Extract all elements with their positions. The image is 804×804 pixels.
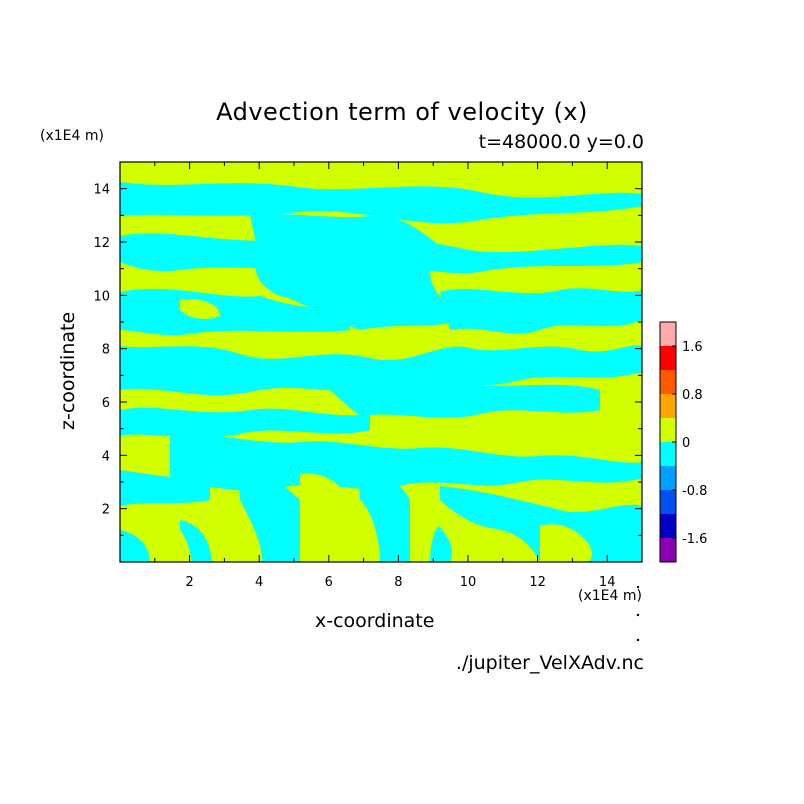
- y-tick-label: 12: [93, 236, 110, 251]
- colorbar-swatch: [660, 394, 676, 418]
- x-tick-label: 8: [394, 575, 402, 590]
- x-tick-label: 14: [599, 575, 616, 590]
- field-area: [120, 162, 642, 562]
- source-file-label: ./jupiter_VelXAdv.nc: [455, 652, 644, 674]
- colorbar-swatch: [660, 418, 676, 442]
- y-tick-label: 10: [93, 289, 110, 304]
- y-tick-label: 2: [102, 503, 110, 518]
- negative-band: [170, 434, 642, 492]
- y-tick-label: 14: [93, 183, 110, 198]
- colorbar-swatch: [660, 322, 676, 346]
- chart-title: Advection term of velocity (x): [216, 98, 588, 126]
- colorbar-swatch: [660, 346, 676, 370]
- chart-subtitle: t=48000.0 y=0.0: [478, 131, 644, 153]
- x-tick-label: 12: [529, 575, 546, 590]
- positive-island: [470, 418, 512, 444]
- negative-band: [320, 366, 600, 418]
- field-positive-islands: [180, 298, 592, 562]
- y-unit-label: (x1E4 m): [40, 128, 104, 144]
- colorbar-swatch: [660, 514, 676, 538]
- positive-island: [300, 473, 359, 562]
- colorbar-tick-label: -1.6: [682, 532, 707, 547]
- x-tick-label: 4: [255, 575, 263, 590]
- x-axis-label: x-coordinate: [315, 610, 435, 632]
- y-tick-label: 6: [102, 396, 110, 411]
- colorbar-swatch: [660, 538, 676, 562]
- negative-band: [250, 214, 470, 330]
- negative-band: [440, 288, 642, 334]
- x-tick-label: 6: [325, 575, 333, 590]
- negative-band: [120, 182, 642, 224]
- field-negative-regions: [120, 182, 642, 562]
- mark-dot: [636, 585, 640, 589]
- negative-band: [180, 520, 212, 562]
- negative-band: [430, 526, 452, 562]
- negative-band: [360, 476, 410, 562]
- y-axis-ticks: 2 4 6 8 10 12 14: [93, 183, 642, 536]
- negative-band: [238, 470, 300, 562]
- negative-band: [120, 407, 370, 438]
- corner-marks: [636, 585, 640, 642]
- colorbar-tick-label: 0: [682, 436, 690, 451]
- colorbar-tick-label: 1.6: [682, 340, 703, 355]
- colorbar: 1.6 0.8 0 -0.8 -1.6: [659, 321, 707, 563]
- colorbar-swatch: [660, 442, 676, 466]
- colorbar-swatch: [660, 490, 676, 514]
- x-tick-label: 10: [460, 575, 477, 590]
- colorbar-tick-label: 0.8: [682, 388, 703, 403]
- x-axis-ticks: 2 4 6 8 10 12 14: [154, 162, 616, 590]
- plot-frame: [119, 161, 643, 563]
- negative-band: [440, 486, 642, 562]
- positive-island: [180, 298, 220, 319]
- x-unit-label: (x1E4 m): [578, 588, 642, 604]
- colorbar-swatch: [660, 370, 676, 394]
- mark-dot: [636, 638, 640, 642]
- x-tick-label: 2: [185, 575, 193, 590]
- negative-band: [120, 470, 210, 506]
- y-tick-label: 8: [102, 343, 110, 358]
- positive-island: [540, 524, 592, 562]
- negative-band: [120, 288, 350, 336]
- colorbar-swatch: [660, 466, 676, 490]
- mark-dot: [636, 613, 640, 617]
- negative-band: [120, 530, 150, 562]
- y-tick-label: 4: [102, 449, 110, 464]
- colorbar-tick-label: -0.8: [682, 484, 707, 499]
